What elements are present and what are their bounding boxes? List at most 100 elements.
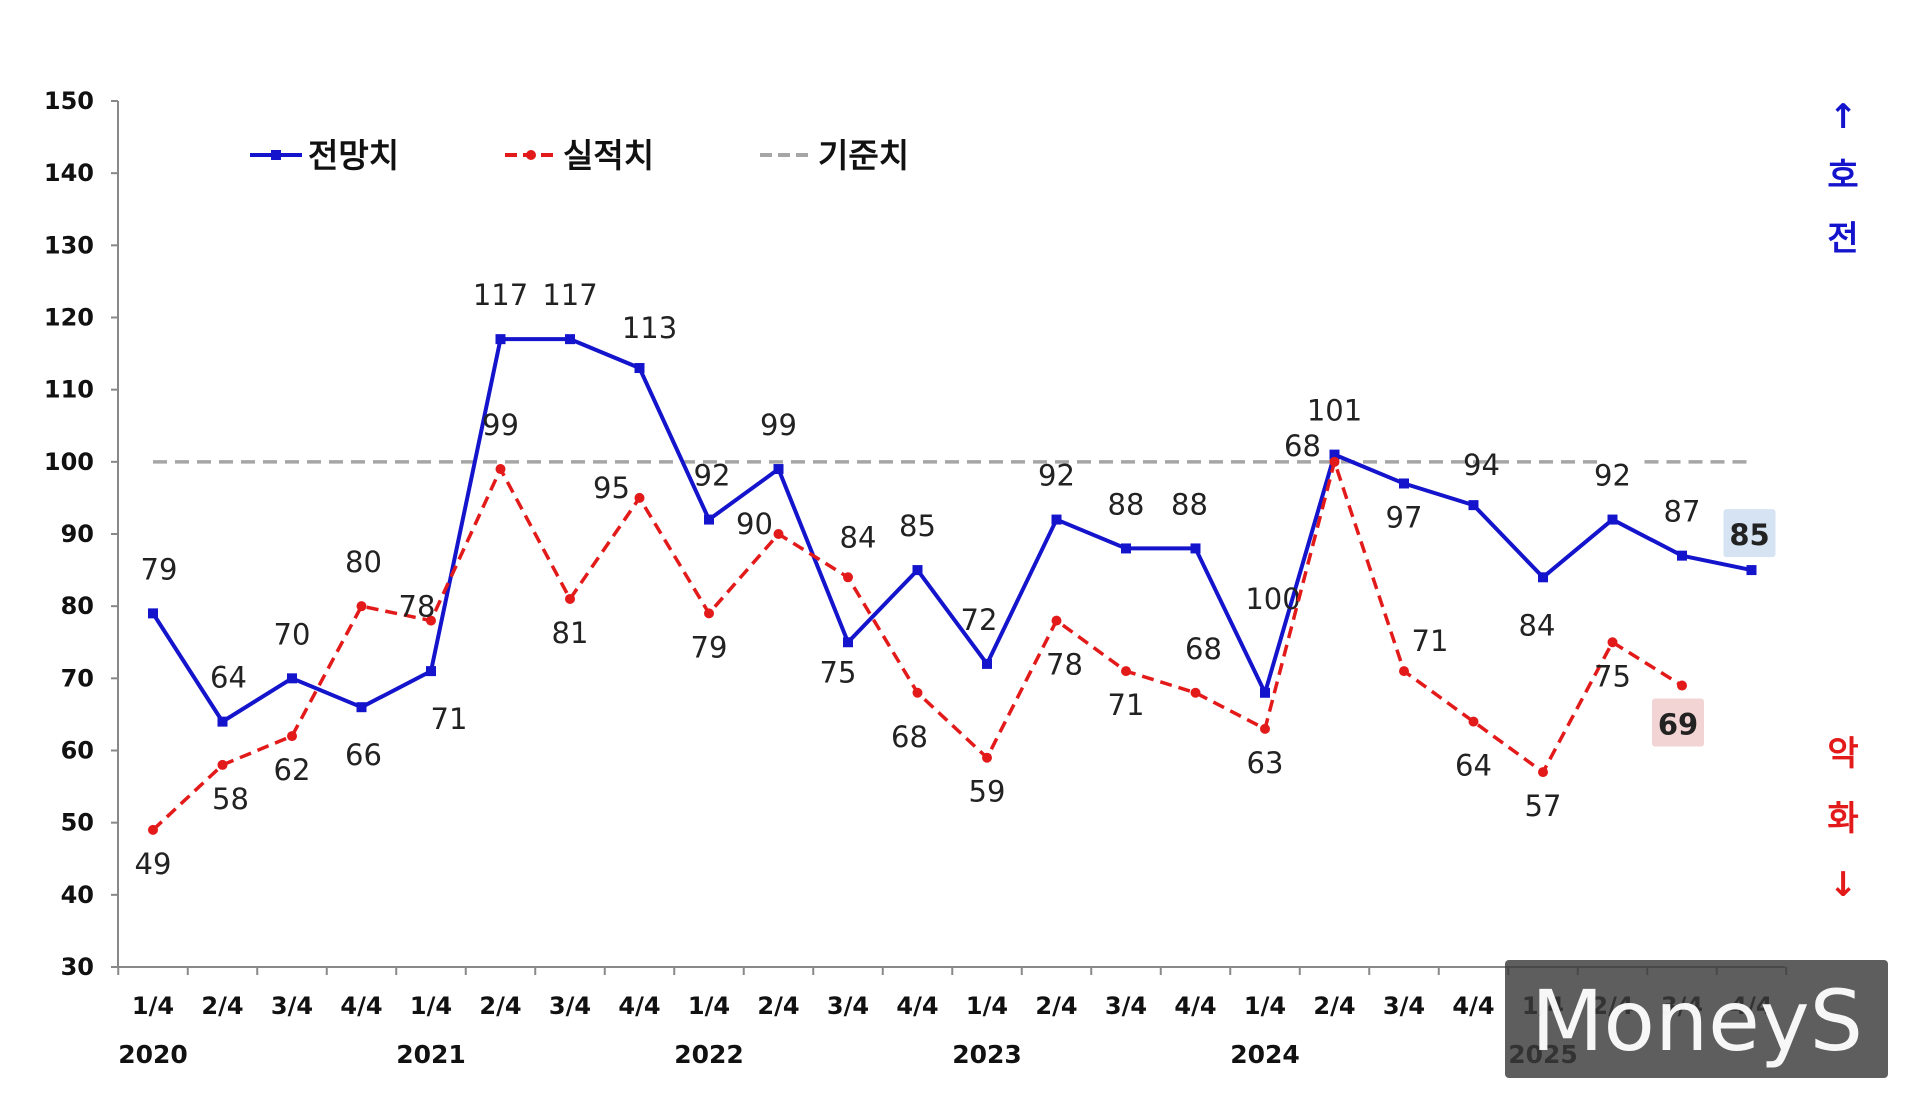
data-label-actual: 75 bbox=[1594, 659, 1631, 693]
y-tick-label: 80 bbox=[61, 592, 94, 620]
data-point-forecast bbox=[1468, 500, 1479, 511]
data-label-forecast: 92 bbox=[694, 459, 731, 493]
data-point-forecast bbox=[148, 608, 158, 619]
data-label-forecast: 79 bbox=[141, 552, 178, 586]
data-label-actual: 57 bbox=[1525, 789, 1562, 823]
data-point-forecast bbox=[1538, 572, 1548, 583]
data-label-forecast: 84 bbox=[1519, 608, 1556, 642]
legend-reference-label: 기준치 bbox=[818, 136, 909, 175]
data-point-forecast bbox=[982, 658, 992, 669]
data-point-forecast bbox=[356, 702, 367, 713]
data-label-forecast: 85 bbox=[899, 509, 936, 543]
y-tick-label: 90 bbox=[61, 520, 94, 548]
data-label-actual: 78 bbox=[1046, 648, 1083, 682]
data-label-actual: 68 bbox=[1185, 632, 1222, 666]
y-tick-label: 150 bbox=[44, 87, 94, 115]
data-point-forecast bbox=[565, 334, 575, 345]
data-label-forecast: 92 bbox=[1038, 459, 1075, 493]
y-tick-label: 40 bbox=[61, 881, 94, 909]
x-tick-label: 3/4 bbox=[549, 992, 591, 1020]
data-point-actual bbox=[634, 492, 645, 503]
data-point-actual bbox=[1399, 666, 1409, 677]
x-tick-label: 3/4 bbox=[827, 992, 869, 1020]
x-tick-label: 4/4 bbox=[896, 992, 938, 1020]
data-point-actual bbox=[148, 824, 158, 835]
data-label-actual: 68 bbox=[1284, 429, 1321, 463]
watermark-logo-bg bbox=[1505, 960, 1888, 1078]
data-label-forecast: 88 bbox=[1171, 487, 1208, 521]
data-label-forecast: 99 bbox=[760, 408, 797, 442]
data-point-actual bbox=[982, 752, 992, 763]
x-tick-label: 2/4 bbox=[1035, 992, 1077, 1020]
y-tick-label: 120 bbox=[44, 304, 94, 332]
x-tick-label: 3/4 bbox=[1383, 992, 1425, 1020]
data-label-forecast: 87 bbox=[1664, 495, 1701, 529]
data-point-forecast bbox=[634, 363, 645, 374]
legend-actual-label: 실적치 bbox=[563, 136, 654, 175]
up-arrow-icon: ↑ bbox=[1829, 97, 1858, 137]
x-tick-label: 2/4 bbox=[1313, 992, 1355, 1020]
data-label-forecast: 117 bbox=[542, 278, 597, 312]
data-label-actual: 68 bbox=[891, 720, 928, 754]
data-point-forecast bbox=[1121, 543, 1131, 554]
data-label-actual: 58 bbox=[212, 782, 249, 816]
y-tick-label: 100 bbox=[44, 448, 94, 476]
data-point-forecast bbox=[1399, 478, 1409, 489]
data-point-actual bbox=[1607, 637, 1618, 648]
data-point-forecast bbox=[1677, 550, 1687, 561]
x-tick-label: 1/4 bbox=[1244, 992, 1286, 1020]
data-label-forecast: 64 bbox=[210, 661, 247, 695]
data-label-actual: 80 bbox=[345, 545, 382, 579]
legend-forecast-label: 전망치 bbox=[308, 136, 399, 175]
data-point-actual bbox=[495, 464, 506, 475]
data-point-actual bbox=[1260, 723, 1270, 734]
data-label-actual: 78 bbox=[399, 590, 436, 624]
side-label-up: 호 bbox=[1827, 156, 1858, 196]
data-point-actual bbox=[912, 687, 923, 698]
year-label: 2023 bbox=[952, 1040, 1022, 1069]
data-label-actual: 99 bbox=[482, 408, 519, 442]
data-label-forecast: 71 bbox=[431, 702, 468, 736]
data-label-forecast: 117 bbox=[473, 278, 528, 312]
data-point-forecast bbox=[495, 334, 506, 345]
data-label-actual: 84 bbox=[840, 520, 877, 554]
data-point-actual bbox=[1329, 456, 1340, 467]
data-point-actual bbox=[1190, 687, 1201, 698]
data-label-forecast: 92 bbox=[1594, 459, 1631, 493]
highlight-badge-label: 69 bbox=[1658, 708, 1698, 742]
year-label: 2022 bbox=[674, 1040, 744, 1069]
data-point-forecast bbox=[217, 716, 228, 727]
data-point-actual bbox=[217, 759, 228, 770]
x-tick-label: 1/4 bbox=[132, 992, 174, 1020]
x-tick-label: 4/4 bbox=[340, 992, 382, 1020]
data-label-actual: 64 bbox=[1455, 749, 1492, 783]
y-tick-label: 60 bbox=[61, 737, 94, 765]
y-tick-label: 30 bbox=[61, 953, 94, 981]
x-tick-label: 4/4 bbox=[618, 992, 660, 1020]
side-label-down: 악 bbox=[1827, 734, 1858, 774]
data-point-actual bbox=[287, 731, 297, 742]
data-label-actual: 62 bbox=[274, 753, 311, 787]
data-label-forecast: 72 bbox=[961, 603, 998, 637]
data-point-forecast bbox=[704, 514, 714, 525]
y-tick-label: 70 bbox=[61, 664, 94, 692]
data-label-actual: 49 bbox=[135, 847, 172, 881]
data-label-actual: 90 bbox=[736, 507, 773, 541]
y-tick-label: 110 bbox=[44, 376, 94, 404]
watermark-logo: MoneyS bbox=[1531, 972, 1863, 1070]
data-label-forecast: 100 bbox=[1245, 582, 1300, 616]
data-point-actual bbox=[773, 529, 784, 539]
data-point-forecast bbox=[287, 673, 297, 684]
data-point-actual bbox=[843, 572, 853, 583]
year-label: 2021 bbox=[396, 1040, 466, 1069]
x-tick-label: 1/4 bbox=[966, 992, 1008, 1020]
highlight-badge-bg bbox=[1652, 698, 1704, 747]
data-point-actual bbox=[565, 593, 575, 604]
data-label-forecast: 97 bbox=[1386, 500, 1423, 534]
data-point-forecast bbox=[426, 666, 436, 677]
x-tick-label: 4/4 bbox=[1174, 992, 1216, 1020]
x-tick-label: 1/4 bbox=[688, 992, 730, 1020]
data-label-forecast: 75 bbox=[820, 655, 857, 689]
